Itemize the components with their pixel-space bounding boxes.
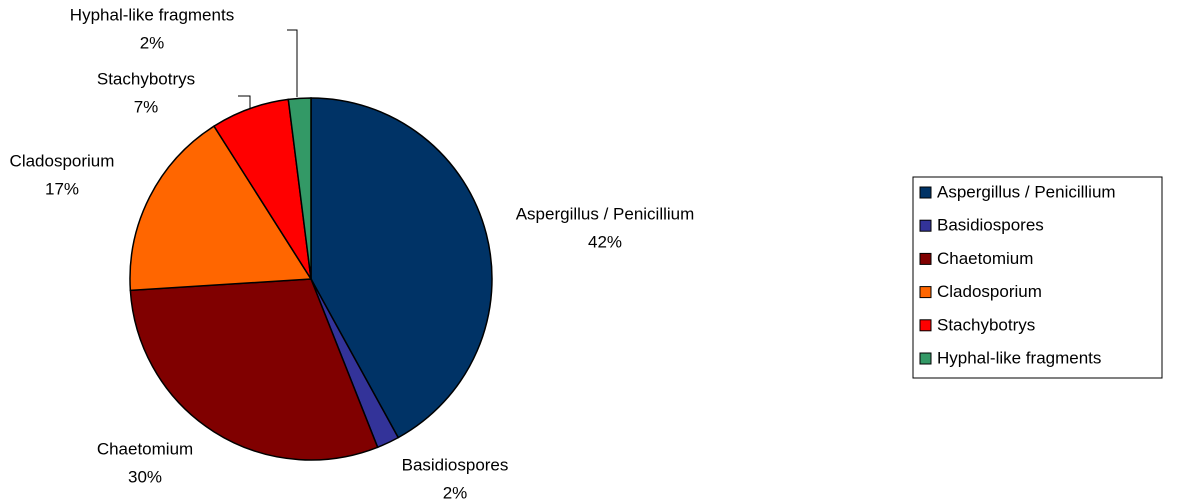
slice-label: Cladosporium [10,151,115,170]
legend-swatch [919,219,932,232]
slice-percent: 42% [588,232,622,251]
legend-label: Hyphal-like fragments [937,348,1101,367]
legend-swatch [919,286,932,299]
legend-label: Chaetomium [937,249,1033,268]
legend-swatch [919,352,932,365]
slice-percent: 7% [134,97,159,116]
pie-slice [129,278,379,461]
slice-label: Aspergillus / Penicillium [516,204,695,223]
slice-label: Stachybotrys [97,69,195,88]
slice-percent: 2% [140,33,165,52]
pie-slice [310,97,493,439]
slice-label: Basidiospores [402,455,509,474]
legend-label: Basidiospores [937,216,1044,235]
slice-percent: 30% [128,467,162,486]
leader-line [238,95,251,110]
pie-slice [129,125,313,292]
slice-percent: 2% [443,483,468,502]
leader-line [287,29,298,97]
legend-label: Aspergillus / Penicillium [937,182,1116,201]
slice-percent: 17% [45,179,79,198]
legend-box [912,176,1163,379]
legend-label: Stachybotrys [937,315,1035,334]
legend-label: Cladosporium [937,282,1042,301]
legend-swatch [919,186,932,199]
legend-swatch [919,252,932,265]
slice-label: Hyphal-like fragments [70,5,234,24]
slice-label: Chaetomium [97,439,193,458]
pie-slice [287,97,312,280]
legend-swatch [919,319,932,332]
